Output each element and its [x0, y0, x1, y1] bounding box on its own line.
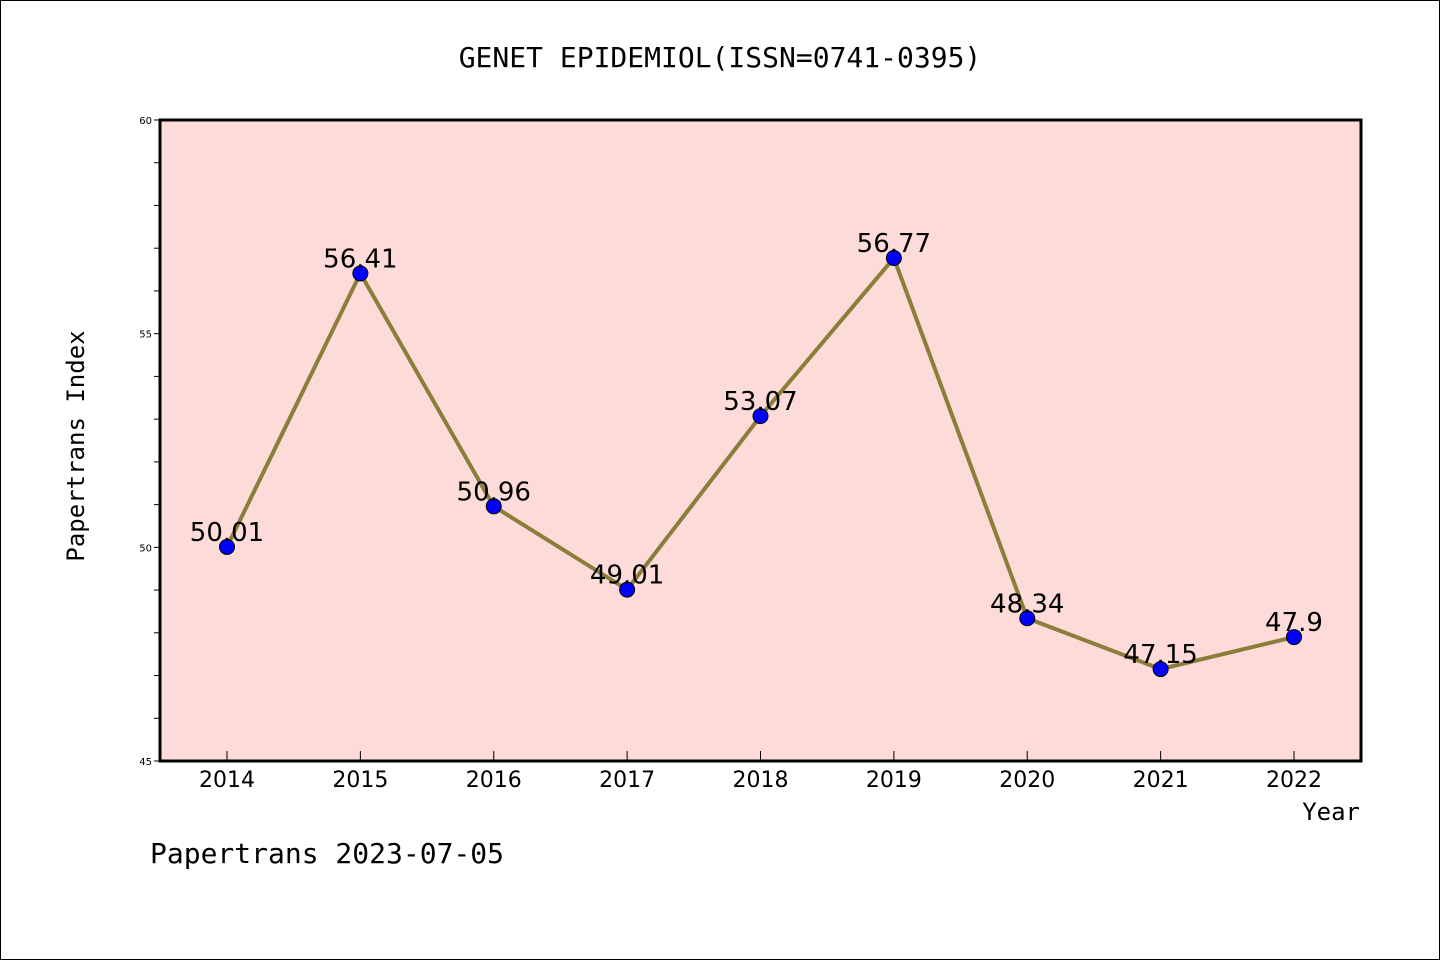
data-point: [619, 581, 636, 598]
x-tick-label: 2022: [1266, 768, 1322, 793]
footer-text: Papertrans 2023-07-05: [150, 837, 504, 870]
data-point: [1019, 610, 1036, 627]
data-label: 53.07: [723, 387, 797, 417]
x-axis-label: Year: [1302, 798, 1360, 826]
plot-area: [158, 118, 1363, 763]
y-tick-label: 60: [139, 116, 152, 127]
y-axis-label: Papertrans Index: [62, 330, 90, 561]
x-tick-label: 2015: [332, 768, 388, 793]
x-tick-label: 2020: [999, 768, 1055, 793]
data-label: 48.34: [990, 589, 1064, 619]
data-point: [1286, 629, 1302, 646]
x-tick-label: 2017: [599, 768, 655, 793]
data-point: [219, 538, 235, 555]
data-label: 47.15: [1123, 640, 1197, 670]
data-label: 49.01: [590, 561, 664, 591]
x-tick-label: 2019: [866, 768, 922, 793]
x-tick-label: 2018: [733, 768, 789, 793]
x-tick-label: 2016: [466, 768, 522, 793]
y-tick-label: 45: [139, 757, 152, 768]
data-label: 56.41: [323, 244, 397, 274]
data-labels: 50.01 56.41 50.96 49.01 53.07 56.77 48.34 47.15…: [190, 229, 1323, 670]
y-tick-label: 55: [139, 330, 152, 341]
data-point: [1152, 661, 1169, 678]
data-label: 50.01: [190, 518, 264, 548]
data-label: 56.77: [857, 229, 931, 259]
data-markers: [219, 250, 1302, 678]
chart-title: GENET EPIDEMIOL(ISSN=0741-0395): [459, 41, 982, 74]
y-tick-label: 50: [139, 543, 152, 554]
data-point: [485, 498, 502, 515]
data-point: [352, 265, 369, 282]
data-point: [752, 408, 769, 425]
x-axis: 2014 2015 2016 2017 2018 2019 2020 2021 2022: [199, 751, 1322, 793]
x-tick-label: 2014: [199, 768, 255, 793]
y-axis: 45 50 55 60: [139, 116, 160, 768]
data-label: 50.96: [457, 477, 531, 507]
data-point: [885, 250, 902, 267]
data-label: 47.9: [1265, 608, 1323, 638]
x-tick-label: 2021: [1133, 768, 1189, 793]
